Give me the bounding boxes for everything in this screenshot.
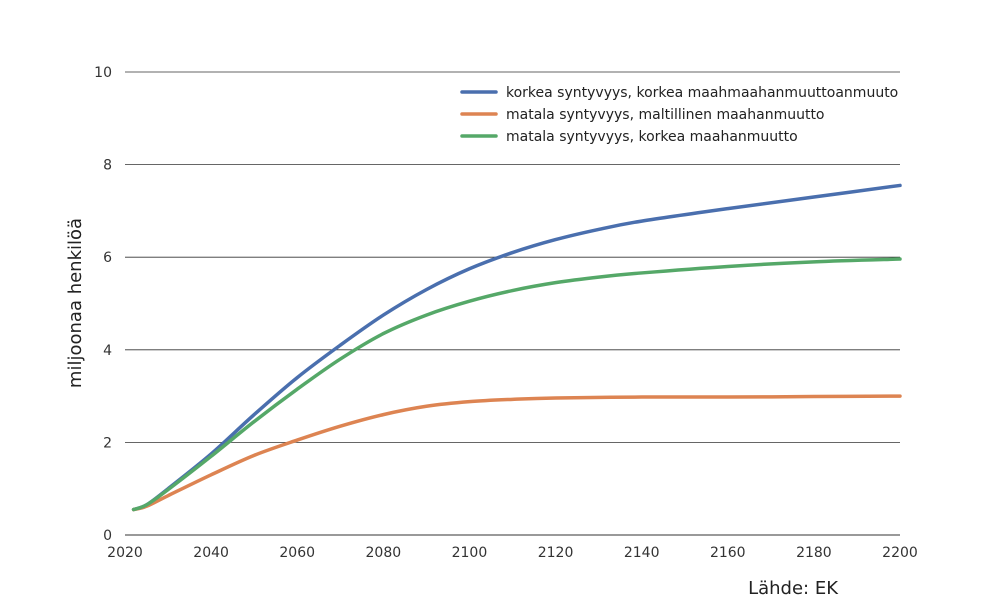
y-tick-label: 10 <box>94 65 112 81</box>
y-axis-title: miljoonaa henkilöä <box>65 218 86 388</box>
series-line-3 <box>131 257 902 512</box>
x-tick-label: 2180 <box>796 545 832 561</box>
gridlines <box>125 71 900 443</box>
series-line-1 <box>131 183 902 512</box>
legend: korkea syntyvyys, korkea maahmaahanmuutt… <box>460 85 898 145</box>
x-tick-label: 2120 <box>538 545 574 561</box>
y-tick-label: 6 <box>103 250 112 266</box>
legend-label-2: matala syntyvyys, maltillinen maahanmuut… <box>506 107 825 123</box>
x-tick-labels: 2020 2040 2060 2080 2100 2120 2140 2160 2180 2200 <box>107 545 918 561</box>
y-tick-label: 0 <box>103 528 112 544</box>
x-tick-label: 2080 <box>366 545 402 561</box>
x-tick-label: 2020 <box>107 545 143 561</box>
source-note: Lähde: EK <box>748 578 839 599</box>
x-tick-label: 2140 <box>624 545 660 561</box>
y-tick-labels: 0 2 4 6 8 10 <box>94 65 112 544</box>
y-tick-label: 4 <box>103 343 112 359</box>
y-tick-label: 8 <box>103 158 112 174</box>
x-tick-label: 2200 <box>882 545 918 561</box>
x-tick-label: 2160 <box>710 545 746 561</box>
legend-label-1: korkea syntyvyys, korkea maahmaahanmuutt… <box>506 85 898 101</box>
legend-label-3: matala syntyvyys, korkea maahanmuutto <box>506 129 798 145</box>
y-tick-label: 2 <box>103 435 112 451</box>
x-tick-label: 2060 <box>279 545 315 561</box>
x-tick-label: 2040 <box>193 545 229 561</box>
series-line-2 <box>131 394 902 512</box>
series-lines <box>131 183 902 512</box>
x-tick-label: 2100 <box>452 545 488 561</box>
